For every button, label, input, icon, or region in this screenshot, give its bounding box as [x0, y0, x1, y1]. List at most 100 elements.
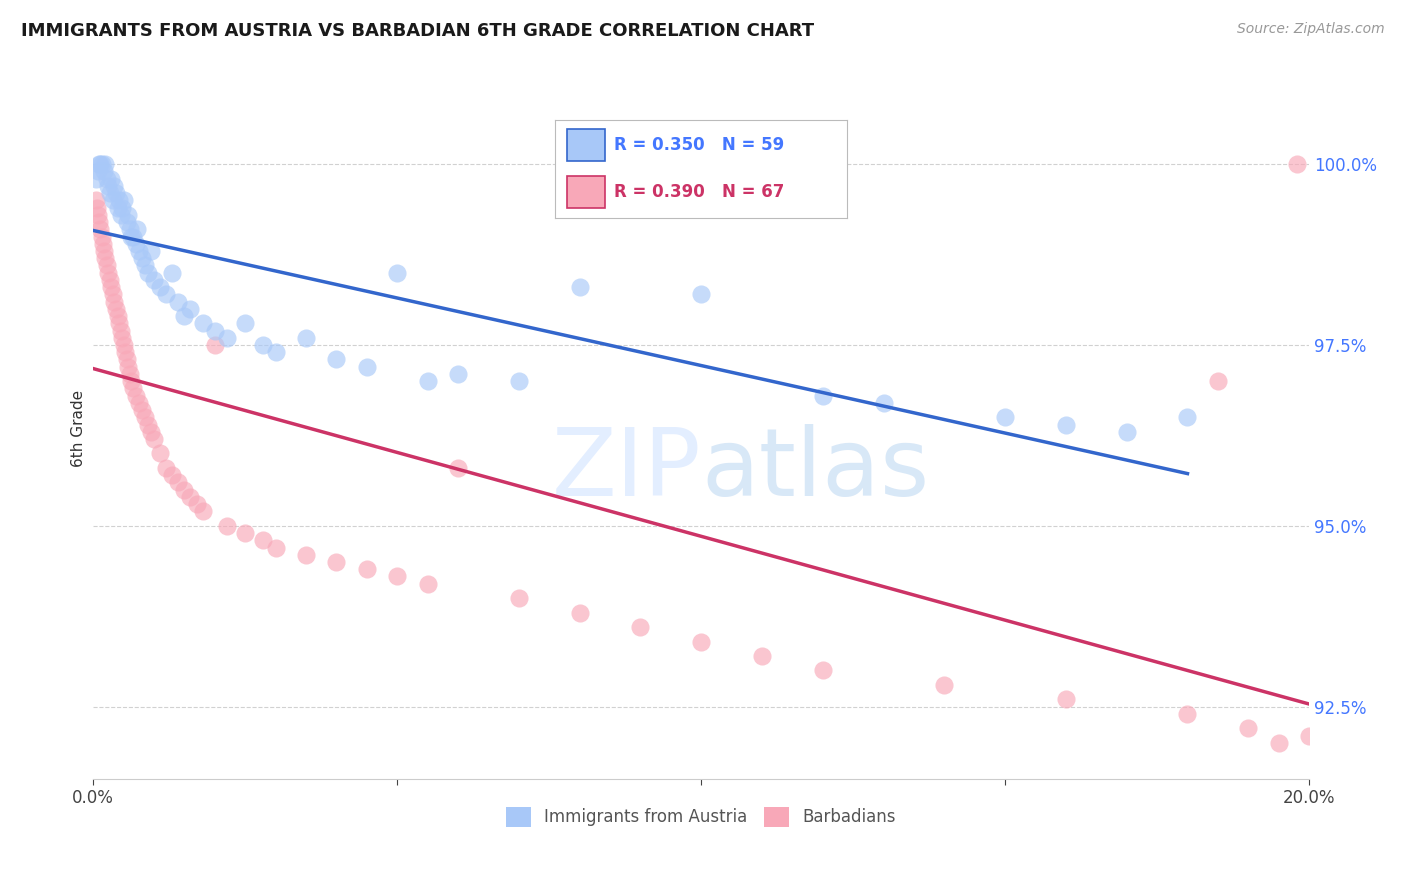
Point	[114, 345, 136, 359]
Point	[87, 164, 110, 178]
Point	[115, 352, 138, 367]
Point	[1177, 706, 1199, 721]
Point	[1206, 374, 1229, 388]
Point	[143, 432, 166, 446]
Point	[568, 606, 591, 620]
Point	[173, 483, 195, 497]
Legend: Immigrants from Austria, Barbadians: Immigrants from Austria, Barbadians	[499, 800, 903, 834]
Point	[356, 562, 378, 576]
Point	[173, 309, 195, 323]
Point	[385, 569, 408, 583]
Point	[295, 331, 318, 345]
Point	[690, 634, 713, 648]
Point	[568, 280, 591, 294]
Point	[121, 229, 143, 244]
Point	[191, 316, 214, 330]
Point	[139, 244, 162, 258]
Point	[118, 222, 141, 236]
Point	[416, 576, 439, 591]
Point	[115, 215, 138, 229]
Y-axis label: 6th Grade: 6th Grade	[72, 390, 86, 467]
Point	[90, 229, 112, 244]
Point	[160, 266, 183, 280]
Point	[100, 171, 122, 186]
Point	[128, 396, 150, 410]
Point	[100, 280, 122, 294]
Point	[155, 461, 177, 475]
Point	[139, 425, 162, 439]
Point	[508, 374, 530, 388]
Point	[252, 338, 274, 352]
Point	[103, 287, 125, 301]
Point	[1054, 417, 1077, 432]
Point	[385, 266, 408, 280]
Point	[811, 389, 834, 403]
Text: Source: ZipAtlas.com: Source: ZipAtlas.com	[1237, 22, 1385, 37]
Point	[690, 287, 713, 301]
Point	[97, 178, 120, 193]
Point	[86, 201, 108, 215]
Point	[103, 294, 125, 309]
Point	[1054, 692, 1077, 706]
Point	[117, 208, 139, 222]
Point	[447, 367, 470, 381]
Point	[89, 157, 111, 171]
Point	[112, 338, 135, 352]
Point	[98, 186, 121, 201]
Point	[264, 345, 287, 359]
Point	[155, 287, 177, 301]
Point	[179, 301, 201, 316]
Point	[149, 280, 172, 294]
Point	[191, 504, 214, 518]
Point	[98, 273, 121, 287]
Point	[872, 396, 894, 410]
Point	[103, 178, 125, 193]
Point	[118, 367, 141, 381]
Text: atlas: atlas	[702, 425, 929, 516]
Point	[811, 664, 834, 678]
Point	[128, 244, 150, 258]
Point	[111, 331, 134, 345]
Point	[91, 157, 114, 171]
Point	[325, 555, 347, 569]
Point	[136, 266, 159, 280]
Point	[91, 236, 114, 251]
Point	[149, 446, 172, 460]
Point	[107, 309, 129, 323]
Point	[215, 331, 238, 345]
Point	[84, 171, 107, 186]
Point	[416, 374, 439, 388]
Point	[107, 194, 129, 208]
Point	[96, 259, 118, 273]
Point	[105, 301, 128, 316]
Point	[117, 359, 139, 374]
Point	[356, 359, 378, 374]
Point	[110, 324, 132, 338]
Point	[84, 194, 107, 208]
Point	[94, 251, 117, 265]
Point	[93, 244, 115, 258]
Point	[89, 222, 111, 236]
Point	[160, 468, 183, 483]
Point	[233, 316, 256, 330]
Point	[1177, 410, 1199, 425]
Point	[215, 518, 238, 533]
Point	[186, 497, 208, 511]
Point	[121, 374, 143, 388]
Point	[111, 201, 134, 215]
Point	[94, 157, 117, 171]
Point	[934, 678, 956, 692]
Point	[131, 403, 153, 417]
Point	[97, 266, 120, 280]
Point	[107, 201, 129, 215]
Point	[628, 620, 651, 634]
Point	[125, 222, 148, 236]
Point	[108, 316, 131, 330]
Point	[136, 417, 159, 432]
Point	[1267, 736, 1289, 750]
Point	[93, 164, 115, 178]
Point	[120, 229, 142, 244]
Point	[751, 648, 773, 663]
Point	[89, 215, 111, 229]
Point	[167, 294, 190, 309]
